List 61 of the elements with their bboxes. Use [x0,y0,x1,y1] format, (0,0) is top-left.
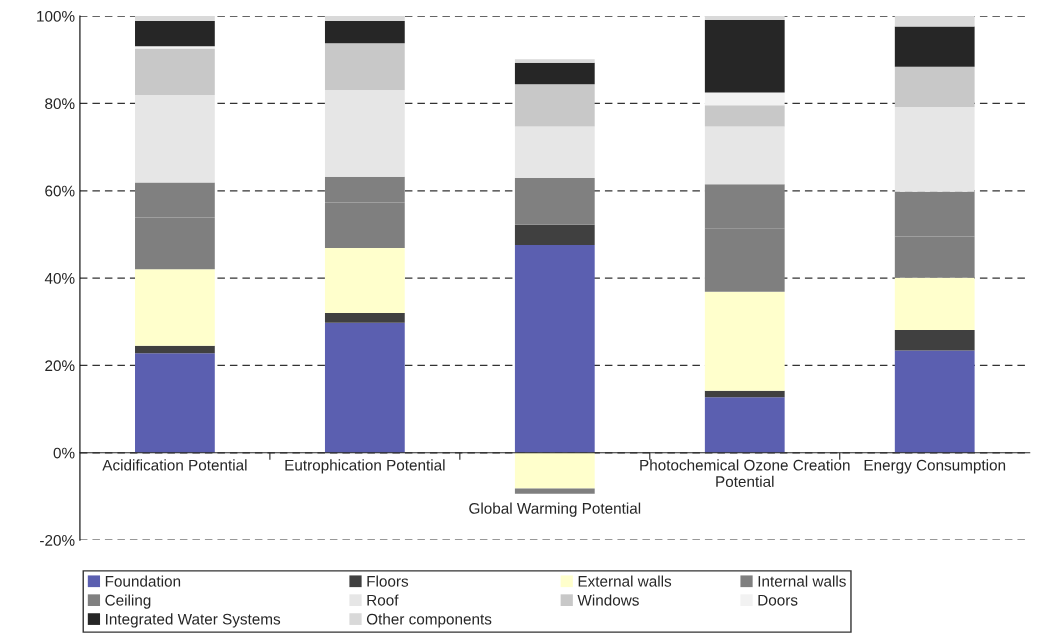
bar [894,16,975,27]
bar [894,350,975,453]
bar [704,105,785,127]
y-tick-label: 40% [44,272,75,284]
bar [135,353,215,453]
bar [514,488,595,494]
bar [704,126,785,185]
x-tick-label: Eutrophication Potential [285,459,445,474]
bar [894,66,975,107]
bar [324,247,405,314]
bar [135,345,215,354]
bar [894,26,975,67]
legend-label: Internal walls [758,575,846,587]
bar [135,269,215,346]
x-tick-label: Energy Consumption [864,459,1006,474]
bar [135,20,215,47]
legend-label: Other components [366,613,492,628]
bar [135,48,215,96]
bar [514,62,595,85]
bar [324,89,405,177]
legend-label: Doors [758,594,798,606]
bar [514,244,595,453]
bar [704,291,785,391]
bar [135,95,215,183]
bar [704,92,785,106]
bar [135,16,215,21]
bar [894,277,975,331]
y-tick-label: 60% [45,185,75,197]
y-tick-label: 0% [53,447,75,459]
bar [324,313,405,323]
legend-label: Roof [367,594,399,606]
bar [135,46,215,49]
bar [324,43,405,90]
x-tick-label: Acidification Potential [102,459,247,471]
bar [704,390,785,398]
bar [894,330,975,351]
legend-label: Foundation [105,575,181,587]
legend-label: External walls [578,575,672,587]
bar [514,126,595,179]
bar [704,20,785,93]
bar [514,84,595,127]
legend-label: Windows [577,594,639,606]
bar [514,59,595,63]
bar [324,322,405,453]
bar [894,106,975,192]
x-tick-label: Global Warming Potential [469,502,641,517]
y-tick-label: 20% [45,360,75,372]
legend-label: Floors [367,575,409,587]
y-tick-label: -20% [40,534,75,546]
legend-label: Integrated Water Systems [106,613,281,628]
bar [324,16,405,21]
y-tick-label: 100% [37,10,75,22]
legend-label: Ceiling [105,594,151,609]
y-tick-label: 80% [45,98,75,110]
bar [514,224,595,245]
x-tick-label: Photochemical Ozone Creation Potential [640,459,850,488]
bar [704,16,785,21]
bar [704,397,785,453]
bar [324,20,405,44]
bar [514,178,595,225]
bar [514,452,595,489]
